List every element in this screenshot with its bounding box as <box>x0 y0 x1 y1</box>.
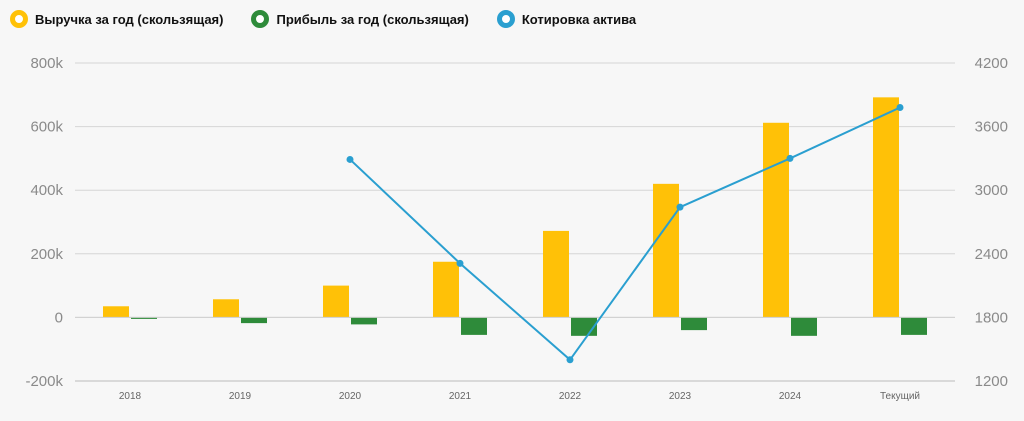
revenue-bar <box>213 299 239 318</box>
legend-label-profit: Прибыль за год (скользящая) <box>276 11 469 27</box>
profit-bar <box>791 317 817 336</box>
x-tick-label: 2018 <box>119 391 142 402</box>
price-point <box>896 104 904 112</box>
price-point <box>566 356 574 364</box>
profit-bar <box>681 317 707 331</box>
y-left-tick-label: 800k <box>30 55 63 72</box>
profit-bar <box>241 317 267 324</box>
y-left-tick-label: -200k <box>25 373 63 390</box>
legend: Выручка за год (скользящая) Прибыль за г… <box>10 8 636 30</box>
legend-item-profit[interactable]: Прибыль за год (скользящая) <box>251 10 469 28</box>
revenue-bar <box>763 122 789 318</box>
legend-label-revenue: Выручка за год (скользящая) <box>35 11 224 27</box>
profit-bar <box>131 317 157 319</box>
y-right-tick-label: 1200 <box>975 373 1008 390</box>
price-point <box>456 259 464 267</box>
revenue-bar <box>873 97 899 318</box>
revenue-bar <box>653 183 679 318</box>
profit-bar <box>461 317 487 335</box>
y-left-tick-label: 200k <box>30 246 63 263</box>
y-right-tick-label: 4200 <box>975 55 1008 72</box>
revenue-bar <box>543 230 569 318</box>
x-tick-label: 2021 <box>449 391 472 402</box>
revenue-bar <box>323 285 349 318</box>
revenue-bar <box>103 306 129 318</box>
profit-dot-icon <box>251 10 270 28</box>
x-tick-label: 2022 <box>559 391 582 402</box>
x-tick-label: 2020 <box>339 391 362 402</box>
x-tick-label: 2023 <box>669 391 692 402</box>
y-right-tick-label: 3000 <box>975 182 1008 199</box>
x-tick-label: 2024 <box>779 391 802 402</box>
y-right-tick-label: 2400 <box>975 246 1008 263</box>
y-right-tick-label: 3600 <box>975 119 1008 136</box>
price-point <box>676 203 684 211</box>
revenue-dot-icon <box>10 10 28 28</box>
profit-bar <box>351 317 377 325</box>
price-point <box>786 154 794 162</box>
y-left-tick-label: 0 <box>55 309 63 326</box>
y-right-tick-label: 1800 <box>975 309 1008 326</box>
x-tick-label: Текущий <box>880 391 920 402</box>
legend-item-revenue[interactable]: Выручка за год (скользящая) <box>10 10 223 28</box>
profit-bar <box>901 317 927 335</box>
legend-label-price: Котировка актива <box>521 11 637 27</box>
y-left-tick-label: 400k <box>30 182 63 199</box>
price-line <box>349 106 901 362</box>
price-dot-icon <box>496 10 515 28</box>
legend-item-price[interactable]: Котировка актива <box>496 10 637 28</box>
price-point <box>346 155 354 163</box>
y-left-tick-label: 600k <box>30 119 63 136</box>
revenue-bar <box>433 261 459 318</box>
x-tick-label: 2019 <box>229 391 252 402</box>
